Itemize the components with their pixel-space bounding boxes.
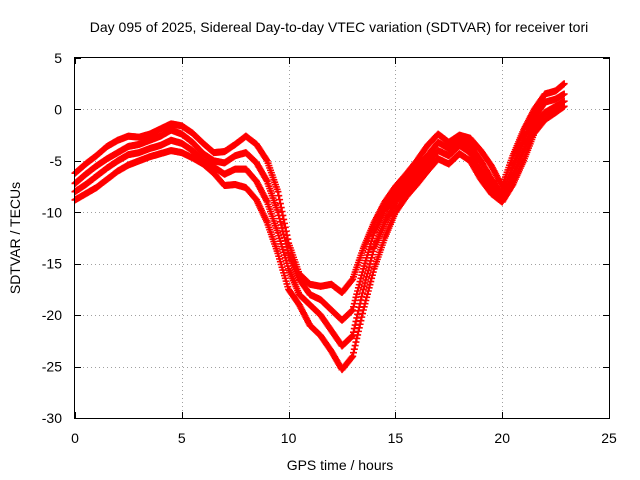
data-point-marker [354,331,362,339]
data-point-marker [360,282,368,290]
data-point-marker [353,334,361,342]
data-point-marker [560,80,568,88]
data-point-marker [359,268,367,276]
y-tick-label: -30 [42,410,62,426]
x-tick-label: 25 [601,430,617,446]
axis-ticks: 0 5 10 15 20 25 5 0 -5 -10 -15 -20 -25 -30 [42,50,617,446]
data-point-marker [366,281,374,289]
y-tick-label: -10 [42,204,62,220]
data-point-marker [368,251,376,259]
data-point-marker [369,247,377,255]
data-point-marker [358,313,366,321]
data-point-marker [280,230,288,238]
data-point-marker [364,266,372,274]
data-point-marker [368,254,376,262]
data-point-marker [368,274,376,282]
data-point-marker [274,208,282,216]
data-point-marker [353,290,361,298]
data-point-marker [350,349,358,357]
x-axis-label: GPS time / hours [287,457,394,473]
y-tick-label: -15 [42,256,62,272]
y-tick-label: -25 [42,359,62,375]
data-point-marker [275,192,283,200]
data-point-marker [361,279,369,287]
data-point-marker [362,276,370,284]
data-point-marker [368,271,376,279]
data-point-marker [355,281,363,289]
data-point-marker [354,287,362,295]
chart-title: Day 095 of 2025, Sidereal Day-to-day VTE… [90,19,589,35]
data-point-marker [262,176,270,184]
data-point-marker [355,324,363,332]
plot-area [71,80,568,374]
data-point-marker [357,274,365,282]
data-point-marker [275,211,283,219]
data-point-marker [357,317,365,325]
data-point-marker [354,284,362,292]
x-tick-label: 20 [494,430,510,446]
data-point-marker [359,285,367,293]
data-point-marker [560,90,568,98]
data-point-marker [367,278,375,286]
y-tick-label: -20 [42,307,62,323]
x-tick-label: 15 [388,430,404,446]
y-tick-label: -5 [50,153,63,169]
x-tick-label: 5 [178,430,186,446]
data-point-marker [262,156,270,164]
data-point-marker [364,287,372,295]
data-point-marker [365,284,373,292]
data-point-marker [359,306,367,314]
data-point-marker [361,300,369,308]
y-tick-label: 5 [54,50,62,66]
data-point-marker [274,188,282,196]
data-point-marker [363,290,371,298]
data-point-marker [354,327,362,335]
data-series-2 [71,90,568,324]
x-tick-label: 10 [281,430,297,446]
data-point-marker [363,270,371,278]
plot-frame [74,57,610,419]
data-point-marker [360,303,368,311]
data-point-marker [356,320,364,328]
data-point-marker [350,345,358,353]
data-point-marker [351,342,359,350]
data-series-4 [71,102,568,374]
data-point-marker [560,102,568,110]
data-point-marker [276,215,284,223]
y-tick-label: 0 [54,101,62,117]
data-point-marker [363,273,371,281]
data-point-marker [362,297,370,305]
y-axis-label: SDTVAR / TECUs [7,182,23,294]
x-tick-label: 0 [71,430,79,446]
data-point-marker [276,218,284,226]
data-point-marker [369,268,377,276]
data-point-marker [349,352,357,360]
data-point-marker [348,353,356,361]
data-point-marker [356,278,364,286]
data-point-marker [352,338,360,346]
data-point-marker [359,310,367,318]
data-point-marker [359,289,367,297]
data-point-marker [358,271,366,279]
data-point-marker [363,293,371,301]
